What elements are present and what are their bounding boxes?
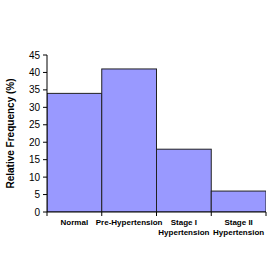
bar xyxy=(102,69,157,212)
chart: 0 5 10 15 20 25 30 35 40 45 Normal Pre-Hypertension… xyxy=(0,0,280,280)
y-tick xyxy=(43,142,47,143)
y-tick xyxy=(43,177,47,178)
y-tick xyxy=(43,89,47,90)
y-tick-label: 5 xyxy=(34,189,40,200)
bar xyxy=(47,93,102,212)
y-tick-label: 0 xyxy=(34,207,40,218)
y-tick-label: 20 xyxy=(29,137,41,148)
y-tick xyxy=(43,159,47,160)
y-tick xyxy=(43,212,47,213)
y-tick-label: 35 xyxy=(29,84,41,95)
y-tick-label: 25 xyxy=(29,119,41,130)
x-tick-label: Pre-Hypertension xyxy=(96,218,163,227)
y-tick-label: 15 xyxy=(29,154,41,165)
x-tick xyxy=(47,212,48,216)
chart-container: 0 5 10 15 20 25 30 35 40 45 Normal Pre-Hypertension… xyxy=(0,0,280,280)
bar xyxy=(211,191,266,212)
x-tick-label: Stage IHypertension xyxy=(158,218,209,237)
x-tick-label: Stage IIHypertension xyxy=(213,218,264,237)
y-tick xyxy=(43,107,47,108)
y-tick xyxy=(43,124,47,125)
y-axis xyxy=(47,55,48,212)
y-tick xyxy=(43,55,47,56)
bar xyxy=(157,149,212,212)
bars xyxy=(47,69,266,212)
y-tick-label: 10 xyxy=(29,172,41,183)
y-tick-label: 45 xyxy=(29,50,41,61)
x-tick xyxy=(211,212,212,216)
x-tick xyxy=(101,212,102,216)
x-tick xyxy=(266,212,267,216)
y-tick-label: 40 xyxy=(29,67,41,78)
y-tick-label: 30 xyxy=(29,102,41,113)
x-tick xyxy=(156,212,157,216)
y-tick xyxy=(43,194,47,195)
x-tick-label: Normal xyxy=(61,218,89,227)
y-axis-label: Relative Frequency (%) xyxy=(5,78,16,188)
y-tick xyxy=(43,72,47,73)
